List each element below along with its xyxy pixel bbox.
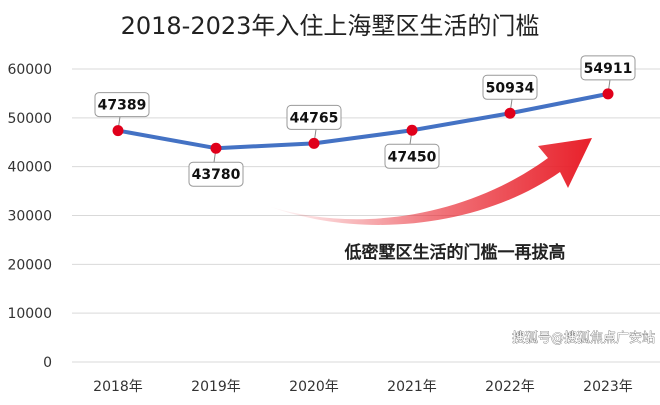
chart-title: 2018-2023年入住上海墅区生活的门槛 xyxy=(121,12,540,40)
y-tick-label: 20000 xyxy=(7,257,52,273)
data-point xyxy=(602,88,614,100)
data-label-box xyxy=(482,74,538,100)
data-label: 43780 xyxy=(192,167,241,183)
trend-arrow xyxy=(268,138,592,225)
data-label-box xyxy=(286,104,342,130)
data-label-box xyxy=(580,55,636,81)
x-tick-label: 2023年 xyxy=(583,379,633,395)
x-tick-label: 2019年 xyxy=(191,379,241,395)
data-point xyxy=(308,137,320,149)
data-label: 50934 xyxy=(486,80,535,96)
y-tick-label: 10000 xyxy=(7,306,52,322)
data-point xyxy=(504,107,516,119)
data-label-box xyxy=(94,92,150,118)
x-tick-label: 2020年 xyxy=(289,379,339,395)
y-tick-label: 0 xyxy=(43,355,52,371)
y-tick-label: 50000 xyxy=(7,111,52,127)
series-line xyxy=(117,91,609,151)
data-label: 54911 xyxy=(584,61,633,77)
x-tick-label: 2022年 xyxy=(485,379,535,395)
watermark: 搜狐号@搜狐焦点广安站 xyxy=(512,331,655,346)
data-label: 47389 xyxy=(98,98,147,114)
x-tick-label: 2018年 xyxy=(93,379,143,395)
data-point xyxy=(210,142,222,154)
data-point xyxy=(406,124,418,136)
annotation-text: 低密墅区生活的门槛一再拔高 xyxy=(344,242,566,263)
data-label-box xyxy=(188,161,244,187)
y-tick-label: 30000 xyxy=(7,209,52,225)
data-label: 44765 xyxy=(290,110,339,126)
y-tick-label: 60000 xyxy=(7,62,52,78)
data-label-box xyxy=(384,143,440,169)
data-point xyxy=(112,125,124,137)
y-tick-label: 40000 xyxy=(7,160,52,176)
data-label: 47450 xyxy=(388,149,437,165)
x-tick-label: 2021年 xyxy=(387,379,437,395)
